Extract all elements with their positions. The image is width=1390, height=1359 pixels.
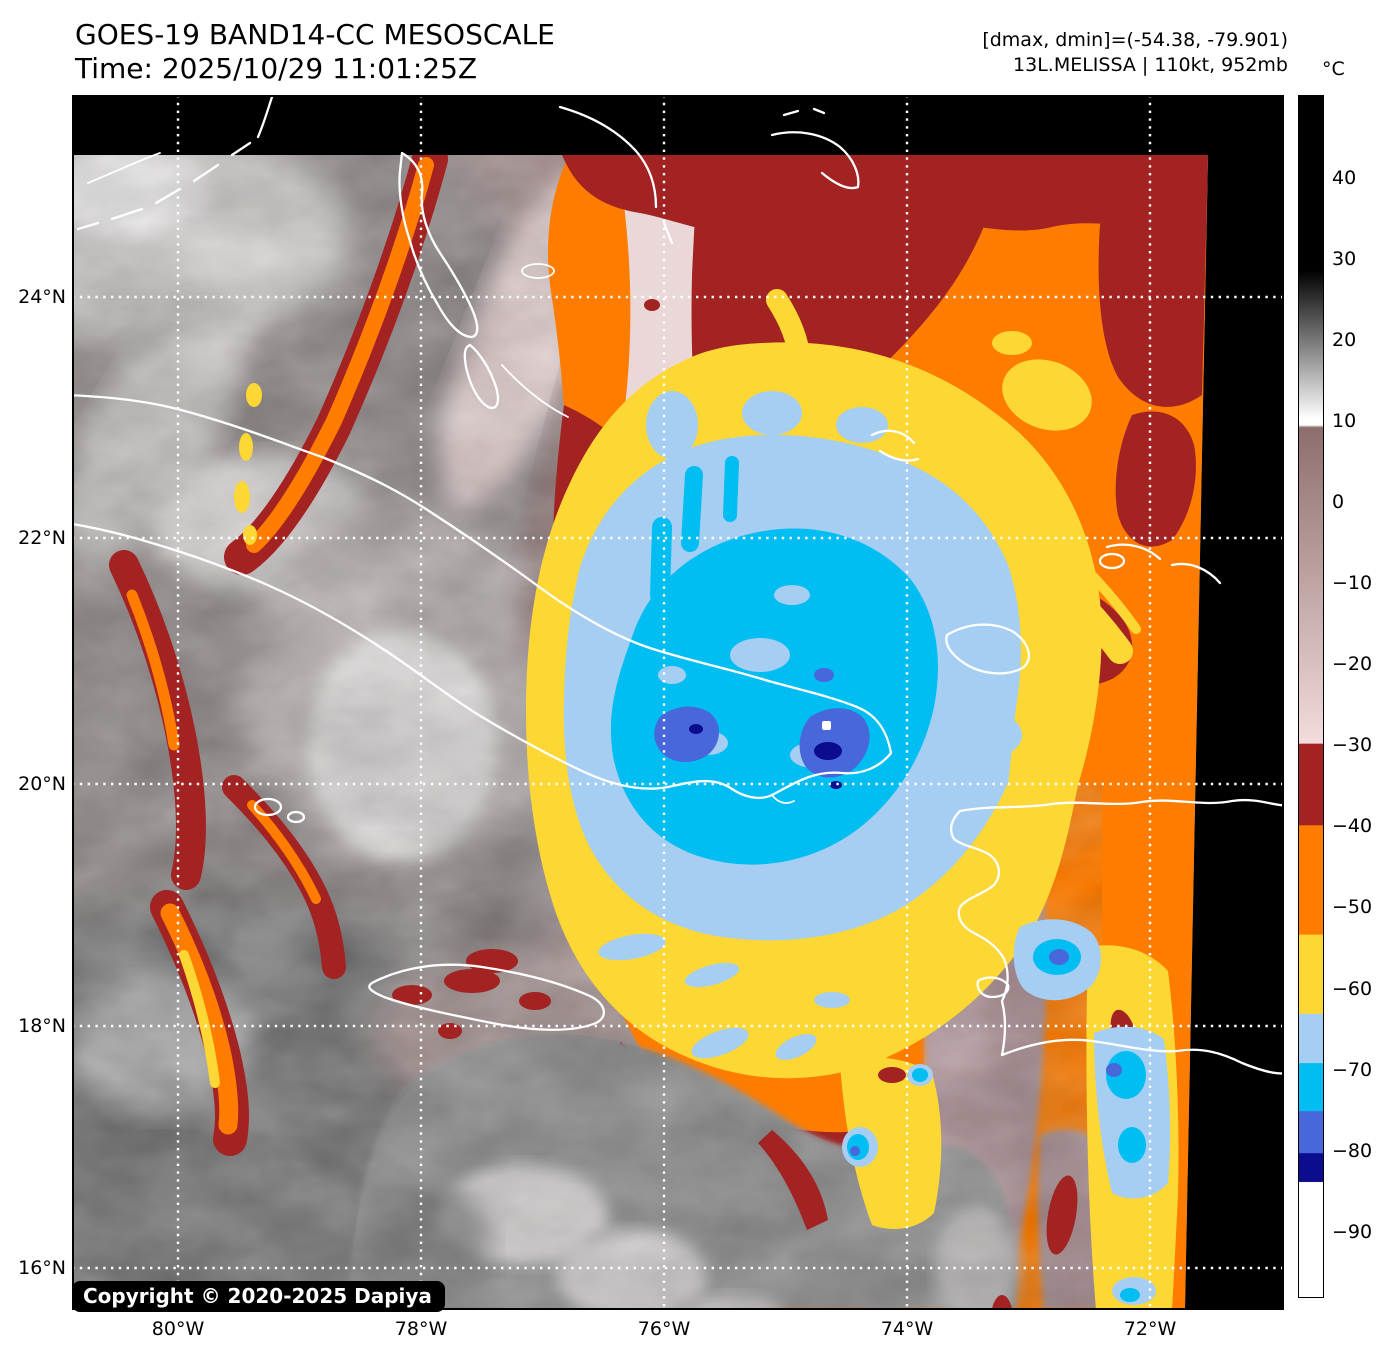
lat-tick-label: 16°N [18,1257,66,1279]
timestamp: Time: 2025/10/29 11:01:25Z [75,52,478,85]
cb-tick-label: −80 [1332,1140,1373,1162]
cb-tick-label: −90 [1332,1221,1373,1243]
cuba-coastline [72,394,893,799]
annotation-block: [dmax, dmin]=(-54.38, -79.901) 13L.MELIS… [982,28,1288,78]
isla-juventud-coastline [253,797,283,817]
florida-coastline [256,95,274,139]
coastlines [72,95,1284,1075]
cb-tick-label: 20 [1332,329,1357,351]
jamaica-coastline [368,963,605,1031]
cb-tick-label: 10 [1332,410,1357,432]
southeast-cold-patches [842,919,1171,1305]
cold-cloud-enhancement [109,155,1208,1310]
lat-tick-label: 22°N [18,527,66,549]
cb-tick-label: −50 [1332,896,1373,918]
lon-tick-label: 76°W [637,1318,691,1340]
lat-tick-label: 20°N [18,773,66,795]
cb-tick-label: 0 [1332,491,1345,513]
dmax-dmin-annotation: [dmax, dmin]=(-54.38, -79.901) [982,29,1288,51]
cb-tick-label: 40 [1332,167,1357,189]
colorbar-unit-label: °C [1322,58,1345,80]
page-title: GOES-19 BAND14-CC MESOSCALE [75,18,555,51]
cb-tick-label: 30 [1332,248,1357,270]
lon-tick-label: 72°W [1123,1318,1177,1340]
hispaniola-coastline [950,798,1284,1075]
lon-tick-label: 74°W [880,1318,934,1340]
cb-tick-label: −70 [1332,1059,1373,1081]
storm-annotation: 13L.MELISSA | 110kt, 952mb [1013,54,1288,76]
cb-tick-label: −20 [1332,653,1373,675]
plot-frame [72,95,1284,1310]
cb-tick-label: −10 [1332,572,1373,594]
bahamas-coastline [398,105,1222,675]
temperature-colorbar [1298,95,1324,1298]
satellite-map-plot [72,95,1284,1310]
copyright-badge: Copyright © 2020-2025 Dapiya [72,1281,445,1312]
lon-tick-label: 80°W [151,1318,205,1340]
cb-tick-label: −40 [1332,815,1373,837]
cb-tick-label: −60 [1332,978,1373,1000]
storm-eye [822,721,831,730]
lon-tick-label: 78°W [394,1318,448,1340]
lat-tick-label: 24°N [18,286,66,308]
satellite-map [72,95,1284,1310]
overshooting-tops [654,668,870,789]
cb-tick-label: −30 [1332,734,1373,756]
florida-keys-coastline [76,141,252,231]
lat-tick-label: 18°N [18,1015,66,1037]
